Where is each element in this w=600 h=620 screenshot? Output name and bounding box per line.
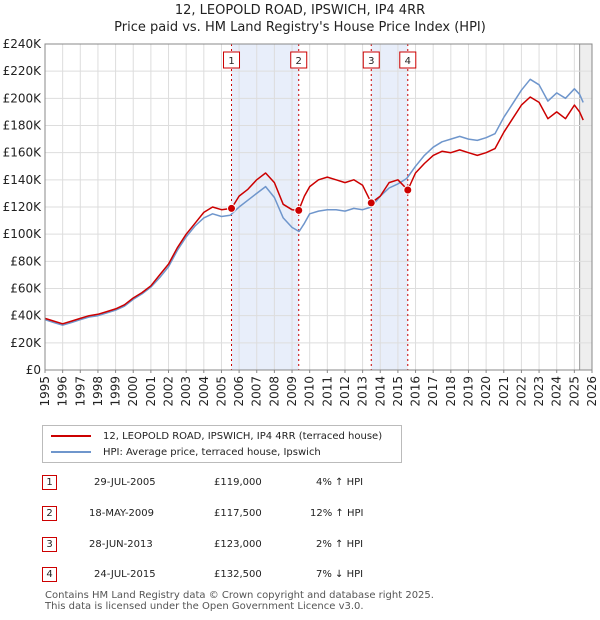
transaction-row-4: 4 24-JUL-2015 £132,500 7% ↓ HPI xyxy=(42,567,442,585)
transaction-price: £123,000 xyxy=(214,539,262,550)
x-tick-label: 2010 xyxy=(303,376,317,407)
x-tick-label: 2026 xyxy=(585,376,599,407)
y-tick-label: £180K xyxy=(3,119,43,133)
y-tick-label: £220K xyxy=(3,64,43,78)
plot-frame xyxy=(44,43,593,371)
footer: Contains HM Land Registry data © Crown c… xyxy=(45,590,434,612)
hpi-line xyxy=(44,78,584,326)
x-tick-label: 2019 xyxy=(461,376,475,407)
x-tick-label: 2003 xyxy=(179,376,193,407)
transaction-number: 3 xyxy=(42,537,57,552)
x-tick-label: 2005 xyxy=(214,376,228,407)
y-tick-label: £140K xyxy=(3,173,43,187)
x-tick-label: 2007 xyxy=(250,376,264,407)
sale-marker-label: 3 xyxy=(368,56,374,67)
x-tick-label: 2023 xyxy=(532,376,546,407)
y-tick-label: £120K xyxy=(3,200,43,214)
x-tick-label: 1999 xyxy=(109,376,123,407)
chart-subtitle: Price paid vs. HM Land Registry's House … xyxy=(114,20,486,35)
x-tick-label: 2001 xyxy=(144,376,158,407)
sale-marker-label: 2 xyxy=(296,56,302,67)
transaction-delta: 4% ↑ HPI xyxy=(316,477,364,488)
sale-marker-label: 1 xyxy=(228,56,234,67)
legend-label-hpi: HPI: Average price, terraced house, Ipsw… xyxy=(103,446,321,458)
sale-marker-box xyxy=(362,51,380,69)
x-tick-label: 2011 xyxy=(320,376,334,407)
legend-item-property: 12, LEOPOLD ROAD, IPSWICH, IP4 4RR (terr… xyxy=(51,428,382,444)
x-tick-label: 2022 xyxy=(514,376,528,407)
footer-copyright: Contains HM Land Registry data © Crown c… xyxy=(45,590,434,601)
sale-point xyxy=(227,203,237,213)
y-tick-label: £240K xyxy=(3,37,43,51)
legend-item-hpi: HPI: Average price, terraced house, Ipsw… xyxy=(51,444,321,460)
y-tick-label: £200K xyxy=(3,91,43,105)
transaction-price: £119,000 xyxy=(214,477,262,488)
x-tick-label: 2006 xyxy=(232,376,246,407)
legend-label-property: 12, LEOPOLD ROAD, IPSWICH, IP4 4RR (terr… xyxy=(103,430,383,442)
y-tick-label: £60K xyxy=(10,282,42,296)
sale-marker-box xyxy=(223,51,241,69)
transaction-date: 29-JUL-2005 xyxy=(94,477,156,488)
y-tick-label: £40K xyxy=(10,309,42,323)
sale-point xyxy=(294,205,304,215)
footer-licence: This data is licensed under the Open Gov… xyxy=(45,601,364,612)
transaction-price: £132,500 xyxy=(214,569,262,580)
x-tick-label: 2002 xyxy=(162,376,176,407)
x-tick-label: 2016 xyxy=(409,376,423,407)
transaction-number: 1 xyxy=(42,475,57,490)
legend: 12, LEOPOLD ROAD, IPSWICH, IP4 4RR (terr… xyxy=(42,425,402,463)
x-tick-label: 2025 xyxy=(567,376,581,407)
x-tick-label: 1998 xyxy=(91,376,105,407)
x-tick-label: 2000 xyxy=(126,376,140,407)
x-tick-label: 1996 xyxy=(56,376,70,407)
x-tick-label: 2017 xyxy=(426,376,440,407)
transaction-price: £117,500 xyxy=(214,508,262,519)
legend-swatch-property xyxy=(51,435,91,437)
x-tick-label: 2013 xyxy=(356,376,370,407)
legend-swatch-hpi xyxy=(51,451,91,453)
x-tick-label: 1995 xyxy=(38,376,52,407)
x-tick-label: 2004 xyxy=(197,376,211,407)
transaction-delta: 7% ↓ HPI xyxy=(316,569,364,580)
transaction-date: 28-JUN-2013 xyxy=(89,539,153,550)
price-chart: 12, LEOPOLD ROAD, IPSWICH, IP4 4RR Price… xyxy=(3,3,599,407)
sale-marker-label: 4 xyxy=(405,56,411,67)
chart-title: 12, LEOPOLD ROAD, IPSWICH, IP4 4RR xyxy=(175,3,425,18)
transaction-row-2: 2 18-MAY-2009 £117,500 12% ↑ HPI xyxy=(42,506,442,524)
transaction-date: 24-JUL-2015 xyxy=(94,569,156,580)
x-tick-label: 2012 xyxy=(338,376,352,407)
transaction-number: 4 xyxy=(42,567,57,582)
x-tick-label: 2021 xyxy=(497,376,511,407)
transaction-delta: 2% ↑ HPI xyxy=(316,539,364,550)
sale-point xyxy=(366,198,376,208)
y-tick-label: £100K xyxy=(3,227,43,241)
y-tick-label: £80K xyxy=(10,254,42,268)
sale-marker-box xyxy=(399,51,417,69)
y-tick-label: £160K xyxy=(3,146,43,160)
x-tick-label: 2020 xyxy=(479,376,493,407)
x-tick-label: 2024 xyxy=(550,376,564,407)
transaction-number: 2 xyxy=(42,506,57,521)
transaction-delta: 12% ↑ HPI xyxy=(310,508,364,519)
x-tick-label: 2015 xyxy=(391,376,405,407)
x-tick-label: 2008 xyxy=(267,376,281,407)
y-tick-label: £20K xyxy=(10,336,42,350)
x-tick-label: 2009 xyxy=(285,376,299,407)
y-tick-label: £0 xyxy=(26,363,41,377)
x-tick-label: 2018 xyxy=(444,376,458,407)
transaction-row-1: 1 29-JUL-2005 £119,000 4% ↑ HPI xyxy=(42,475,442,493)
x-tick-label: 2014 xyxy=(373,376,387,407)
transaction-row-3: 3 28-JUN-2013 £123,000 2% ↑ HPI xyxy=(42,537,442,555)
transaction-date: 18-MAY-2009 xyxy=(89,508,155,519)
x-tick-label: 1997 xyxy=(73,376,87,407)
property-price-line xyxy=(44,96,584,325)
sale-marker-box xyxy=(290,51,308,69)
sale-point xyxy=(403,185,413,195)
